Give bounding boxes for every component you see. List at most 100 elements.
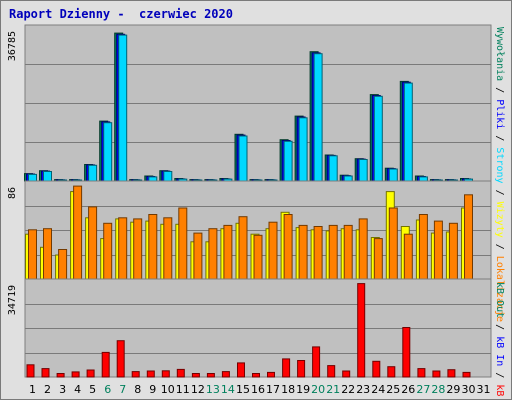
bar-traffic-series2-day-26 (403, 82, 413, 182)
bar-volume-series0-day-19 (297, 360, 306, 378)
bar-volume-series0-day-23 (357, 283, 366, 378)
bar-visits-sites-series1-day-10 (163, 217, 173, 280)
legend-entry: Lokalizacje (494, 256, 505, 322)
bar-visits-sites-series1-day-6 (103, 222, 113, 280)
bar-visits-sites-series1-day-15 (238, 216, 248, 280)
bar-volume-series0-day-14 (221, 371, 230, 378)
bar-traffic-series2-day-25 (388, 168, 398, 182)
bar-visits-sites-series1-day-7 (118, 217, 128, 280)
bar-volume-series0-day-15 (237, 362, 245, 378)
bar-visits-sites-series1-day-20 (313, 226, 323, 280)
bar-traffic-series2-day-23 (358, 159, 368, 182)
legend-right-bottom: kB Out / kB In / kB F (494, 282, 505, 399)
x-tick-day-24: 24 (371, 383, 385, 396)
x-tick-day-1: 1 (29, 383, 36, 396)
bar-volume-series0-day-9 (146, 370, 155, 378)
bar-volume-series0-day-17 (267, 371, 275, 378)
bar-traffic-series2-day-2 (43, 171, 52, 182)
x-tick-day-29: 29 (446, 383, 460, 396)
bar-volume-series0-day-16 (252, 373, 260, 378)
x-tick-day-15: 15 (236, 383, 250, 396)
bar-visits-sites-series1-day-11 (178, 207, 188, 280)
bar-volume-series0-day-30 (462, 371, 471, 378)
bar-visits-sites-series1-day-8 (133, 218, 143, 280)
x-tick-day-18: 18 (281, 383, 295, 396)
y-max-label-visits-sites: 86 (7, 187, 18, 199)
bar-traffic-series2-day-5 (88, 164, 98, 182)
bar-visits-sites-series1-day-5 (88, 206, 98, 280)
bar-volume-series0-day-4 (71, 371, 80, 378)
bar-volume-series0-day-28 (432, 370, 441, 378)
x-tick-day-9: 9 (149, 383, 156, 396)
bar-volume-series0-day-1 (26, 364, 35, 378)
x-tick-day-21: 21 (326, 383, 340, 396)
x-tick-day-13: 13 (206, 383, 220, 396)
x-tick-day-27: 27 (416, 383, 430, 396)
legend-right-top: Wywołania / Pliki / Strony / Wizyty / Lo… (494, 27, 505, 322)
x-tick-day-26: 26 (401, 383, 415, 396)
chart-title: Raport Dzienny - czerwiec 2020 (9, 7, 233, 21)
bar-visits-sites-series1-day-28 (433, 220, 443, 280)
bar-volume-series0-day-21 (327, 365, 336, 378)
bar-traffic-series2-day-15 (238, 135, 248, 182)
bar-visits-sites-series1-day-12 (193, 232, 203, 280)
legend-entry: / (494, 318, 505, 336)
bar-volume-series0-day-24 (372, 360, 381, 378)
bar-volume-series0-day-11 (176, 368, 185, 378)
bar-visits-sites-series1-day-18 (283, 214, 293, 280)
bar-visits-sites-series1-day-29 (448, 222, 458, 280)
bar-traffic-series2-day-20 (313, 53, 323, 182)
bar-visits-sites-series1-day-1 (28, 229, 37, 280)
bar-visits-sites-series1-day-25 (388, 207, 398, 280)
x-tick-day-30: 30 (462, 383, 476, 396)
bar-traffic-series2-day-1 (28, 173, 37, 182)
bar-volume-series0-day-18 (282, 358, 291, 378)
bar-visits-sites-series1-day-24 (373, 238, 383, 280)
bar-volume-series0-day-7 (116, 340, 125, 378)
bar-visits-sites-series1-day-16 (253, 234, 263, 280)
legend-entry: / (494, 129, 505, 147)
bar-traffic-series2-day-22 (343, 175, 353, 182)
bar-visits-sites-series1-day-21 (328, 224, 338, 280)
x-tick-day-4: 4 (74, 383, 81, 396)
bar-visits-sites-series1-day-9 (148, 214, 158, 280)
bar-visits-sites-series1-day-30 (464, 194, 473, 280)
bar-traffic-series2-day-21 (328, 155, 338, 182)
bar-traffic-series2-day-19 (298, 117, 308, 182)
x-tick-day-14: 14 (221, 383, 235, 396)
x-tick-day-28: 28 (431, 383, 445, 396)
x-tick-day-25: 25 (386, 383, 400, 396)
x-tick-day-16: 16 (251, 383, 265, 396)
bar-volume-series0-day-10 (161, 370, 170, 378)
x-tick-day-31: 31 (477, 383, 491, 396)
bar-traffic-series2-day-6 (103, 122, 113, 182)
legend-entry: / (494, 184, 505, 202)
legend-entry: kB F (494, 384, 505, 399)
bar-volume-series0-day-13 (206, 373, 215, 378)
bar-traffic-series2-day-24 (373, 95, 383, 182)
bar-traffic-series2-day-18 (283, 140, 293, 182)
bar-volume-series0-day-8 (131, 371, 140, 378)
bar-visits-sites-series1-day-19 (298, 224, 308, 280)
bar-visits-sites-series1-day-14 (223, 224, 233, 280)
bar-volume-series0-day-27 (417, 368, 426, 378)
x-tick-day-5: 5 (89, 383, 96, 396)
bar-volume-series0-day-29 (447, 369, 456, 378)
legend-entry: / (494, 366, 505, 384)
legend-entry: / (494, 238, 505, 256)
bar-volume-series0-day-2 (41, 368, 50, 378)
legend-entry: Strony (494, 147, 505, 183)
bar-volume-series0-day-26 (402, 327, 411, 378)
x-tick-day-19: 19 (296, 383, 310, 396)
legend-entry: Wywołania (494, 27, 505, 81)
x-tick-day-6: 6 (104, 383, 111, 396)
bar-traffic-series2-day-9 (148, 176, 158, 182)
bar-volume-series0-day-12 (191, 373, 200, 378)
bar-visits-sites-series1-day-22 (343, 224, 353, 280)
bar-volume-series0-day-3 (56, 373, 65, 378)
x-tick-day-20: 20 (311, 383, 325, 396)
bar-traffic-series2-day-27 (418, 176, 428, 182)
bar-traffic-series2-day-7 (118, 34, 128, 182)
bar-visits-sites-series1-day-13 (208, 228, 218, 280)
